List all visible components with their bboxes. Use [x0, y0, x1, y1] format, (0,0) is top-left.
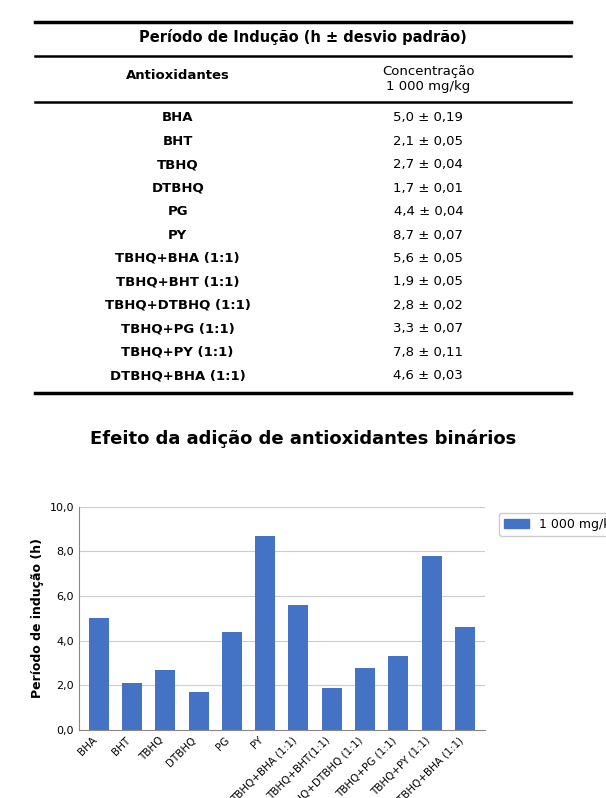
Text: 2,7 ± 0,04: 2,7 ± 0,04 [393, 158, 463, 171]
Text: PY: PY [168, 228, 187, 242]
Bar [288, 605, 308, 730]
Bar [422, 556, 442, 730]
Text: TBHQ+DTBHQ (1:1): TBHQ+DTBHQ (1:1) [105, 299, 251, 312]
Text: DTBHQ+BHA (1:1): DTBHQ+BHA (1:1) [110, 369, 245, 382]
Text: TBHQ+BHT (1:1): TBHQ+BHT (1:1) [116, 275, 239, 288]
Text: 1 000 mg/kg: 1 000 mg/kg [386, 81, 470, 93]
Text: Efeito da adição de antioxidantes binários: Efeito da adição de antioxidantes binári… [90, 430, 516, 448]
Text: TBHQ+PG (1:1): TBHQ+PG (1:1) [121, 322, 235, 335]
Bar [388, 657, 408, 730]
Text: 1,9 ± 0,05: 1,9 ± 0,05 [393, 275, 463, 288]
Text: 2,8 ± 0,02: 2,8 ± 0,02 [393, 299, 463, 312]
Text: 3,3 ± 0,07: 3,3 ± 0,07 [393, 322, 464, 335]
Text: Antioxidantes: Antioxidantes [125, 69, 230, 82]
Bar [322, 688, 342, 730]
Bar [188, 692, 208, 730]
Bar [355, 668, 375, 730]
Bar [122, 683, 142, 730]
Text: 8,7 ± 0,07: 8,7 ± 0,07 [393, 228, 463, 242]
Text: TBHQ: TBHQ [157, 158, 199, 171]
Text: Período de Indução (h ± desvio padrão): Período de Indução (h ± desvio padrão) [139, 29, 467, 45]
Text: 1,7 ± 0,01: 1,7 ± 0,01 [393, 182, 464, 195]
Bar [155, 670, 175, 730]
Text: TBHQ+BHA (1:1): TBHQ+BHA (1:1) [115, 252, 240, 265]
Legend: 1 000 mg/kg: 1 000 mg/kg [499, 513, 606, 536]
Bar [88, 618, 108, 730]
Text: 7,8 ± 0,11: 7,8 ± 0,11 [393, 346, 464, 359]
Bar [222, 632, 242, 730]
Text: PG: PG [167, 205, 188, 218]
Text: DTBHQ: DTBHQ [152, 182, 204, 195]
Text: 2,1 ± 0,05: 2,1 ± 0,05 [393, 135, 464, 148]
Text: 5,6 ± 0,05: 5,6 ± 0,05 [393, 252, 463, 265]
Text: TBHQ+PY (1:1): TBHQ+PY (1:1) [121, 346, 234, 359]
Bar [455, 627, 475, 730]
Text: BHT: BHT [162, 135, 193, 148]
Text: Concentração: Concentração [382, 65, 474, 78]
Y-axis label: Período de indução (h): Período de indução (h) [31, 539, 44, 698]
Bar [255, 535, 275, 730]
Text: 4,6 ± 0,03: 4,6 ± 0,03 [393, 369, 463, 382]
Text: BHA: BHA [162, 111, 193, 124]
FancyBboxPatch shape [6, 411, 600, 794]
Text: 4,4 ± 0,04: 4,4 ± 0,04 [393, 205, 463, 218]
Text: 5,0 ± 0,19: 5,0 ± 0,19 [393, 111, 463, 124]
